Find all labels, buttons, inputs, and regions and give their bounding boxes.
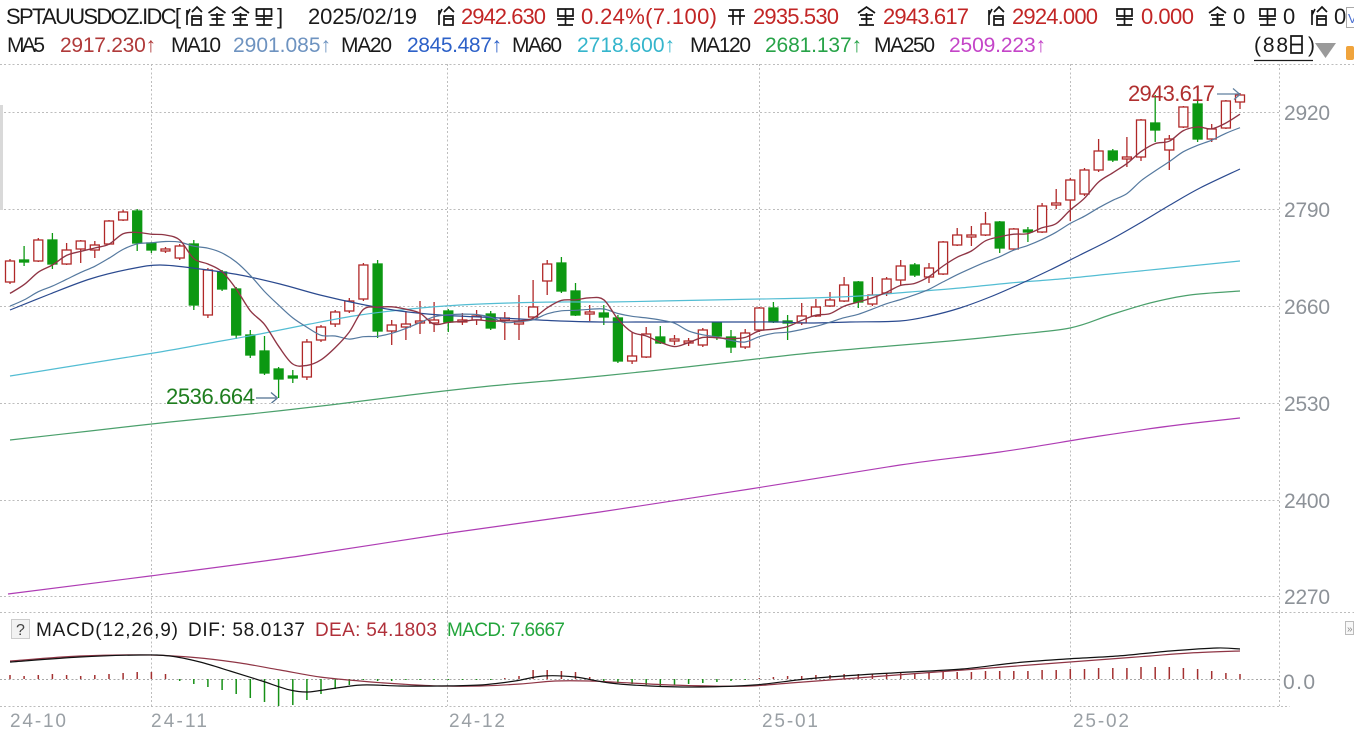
svg-text:2530: 2530 (1284, 393, 1330, 416)
svg-text:DEA: 54.1803: DEA: 54.1803 (315, 620, 437, 641)
svg-text:25-02: 25-02 (1073, 711, 1129, 732)
svg-text:2660: 2660 (1284, 296, 1330, 319)
svg-text:2943.617: 2943.617 (1128, 81, 1215, 106)
svg-text:MA250: MA250 (874, 34, 935, 57)
svg-text:]: ] (277, 4, 283, 29)
svg-text:0.000: 0.000 (1141, 4, 1194, 29)
svg-text:2400: 2400 (1284, 490, 1330, 513)
svg-text:2536.664: 2536.664 (166, 384, 255, 409)
svg-text:SPTAUUSDOZ.IDC[: SPTAUUSDOZ.IDC[ (6, 4, 181, 29)
svg-text:24-11: 24-11 (151, 711, 207, 732)
svg-text:0.0: 0.0 (1283, 671, 1315, 694)
svg-text:MA20: MA20 (341, 34, 392, 57)
svg-text:2935.530: 2935.530 (753, 4, 839, 29)
svg-text:2790: 2790 (1284, 199, 1330, 222)
svg-text:MA5: MA5 (7, 34, 45, 57)
svg-text:2924.000: 2924.000 (1012, 4, 1098, 29)
svg-text:0: 0 (1334, 4, 1346, 29)
svg-text:2718.600↑: 2718.600↑ (577, 34, 675, 57)
svg-text:): ) (1308, 34, 1315, 57)
svg-text:2943.617: 2943.617 (883, 4, 969, 29)
svg-text:2025/02/19: 2025/02/19 (308, 4, 417, 29)
svg-text:2920: 2920 (1284, 102, 1330, 125)
svg-text:DIF: 58.0137: DIF: 58.0137 (188, 620, 305, 641)
svg-text:25-01: 25-01 (762, 711, 818, 732)
svg-text:2509.223↑: 2509.223↑ (949, 34, 1046, 57)
svg-text:2681.137↑: 2681.137↑ (765, 34, 862, 57)
svg-text:2845.487↑: 2845.487↑ (407, 34, 502, 57)
svg-text:V: V (1348, 11, 1354, 26)
svg-text:MACD(12,26,9): MACD(12,26,9) (36, 620, 178, 641)
svg-text:0: 0 (1283, 4, 1295, 29)
svg-text:2270: 2270 (1284, 586, 1330, 609)
svg-text:0.24%(7.100): 0.24%(7.100) (581, 4, 717, 29)
svg-text:2942.630: 2942.630 (461, 4, 546, 29)
svg-text:?: ? (16, 622, 25, 639)
svg-text:24-10: 24-10 (10, 711, 66, 732)
svg-text:MA120: MA120 (690, 34, 751, 57)
svg-text:MA60: MA60 (512, 34, 562, 57)
svg-text:MA10: MA10 (171, 34, 221, 57)
svg-text:MACD: 7.6667: MACD: 7.6667 (447, 620, 565, 641)
svg-text:»: » (1347, 624, 1353, 635)
svg-text:2917.230↑: 2917.230↑ (60, 34, 156, 57)
svg-text:0: 0 (1233, 4, 1245, 29)
svg-text:24-12: 24-12 (449, 711, 505, 732)
svg-text:(88: (88 (1254, 34, 1288, 57)
svg-text:2901.085↑: 2901.085↑ (233, 34, 331, 57)
